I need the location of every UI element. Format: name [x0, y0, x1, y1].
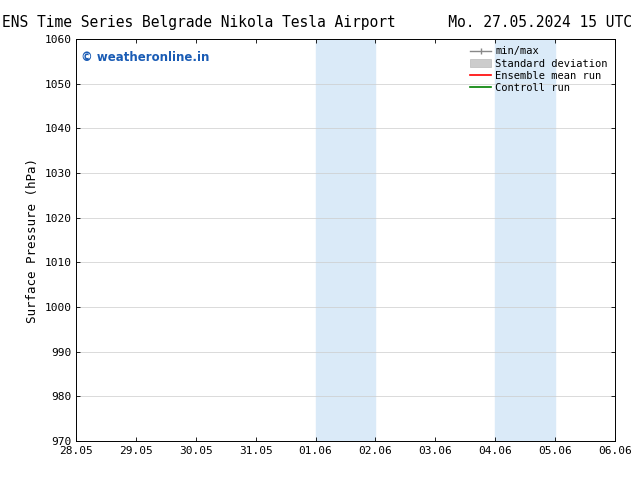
Y-axis label: Surface Pressure (hPa): Surface Pressure (hPa) [25, 158, 39, 322]
Legend: min/max, Standard deviation, Ensemble mean run, Controll run: min/max, Standard deviation, Ensemble me… [466, 42, 612, 97]
Bar [495, 39, 525, 441]
Bar [525, 39, 555, 441]
Bar [316, 39, 346, 441]
Text: © weatheronline.in: © weatheronline.in [81, 51, 210, 64]
Text: ENS Time Series Belgrade Nikola Tesla Airport      Mo. 27.05.2024 15 UTC: ENS Time Series Belgrade Nikola Tesla Ai… [2, 15, 632, 30]
Bar [346, 39, 375, 441]
